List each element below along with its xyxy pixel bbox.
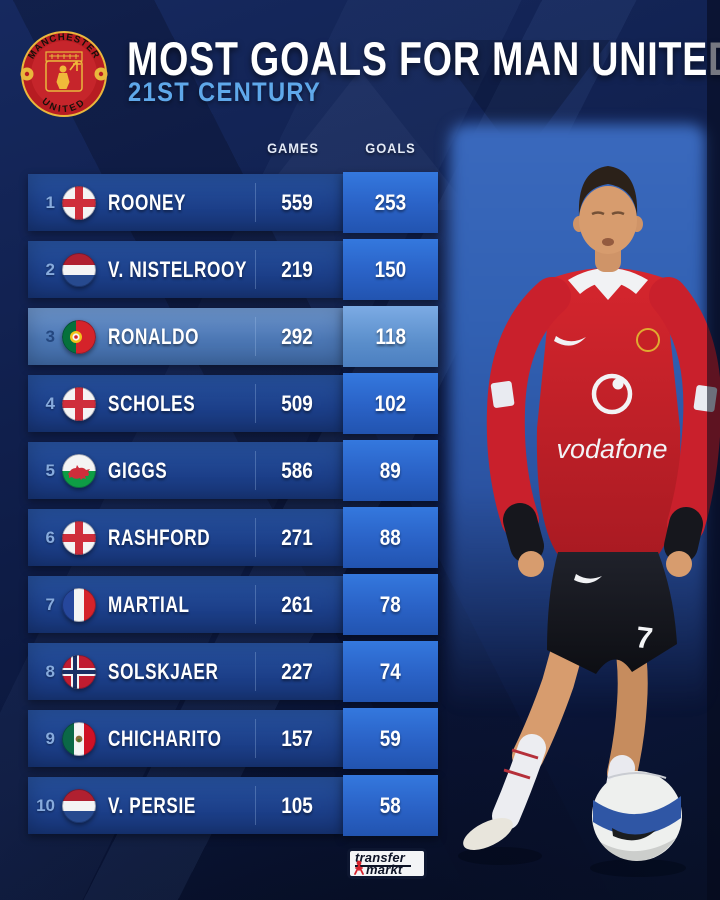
norway-flag-icon bbox=[62, 654, 96, 689]
football-icon bbox=[592, 771, 682, 861]
rank-label: 1 bbox=[45, 192, 55, 212]
england-flag-icon bbox=[62, 520, 96, 555]
rank-label: 4 bbox=[45, 393, 55, 413]
column-header-games: GAMES bbox=[267, 140, 319, 156]
page-title: MOST GOALS FOR MAN UNITED bbox=[127, 32, 720, 85]
games-value: 271 bbox=[281, 524, 313, 550]
column-divider bbox=[255, 585, 256, 624]
goals-cell: 102 bbox=[343, 373, 438, 434]
goals-cell: 150 bbox=[343, 239, 438, 300]
mexico-flag-icon bbox=[62, 721, 96, 756]
netherlands-flag-icon bbox=[62, 788, 96, 823]
shirt-number-text: 7 bbox=[634, 621, 655, 656]
goals-value: 74 bbox=[379, 658, 402, 684]
column-divider bbox=[255, 786, 256, 825]
player-name: RASHFORD bbox=[108, 524, 211, 550]
table-row: 253 1 ROONEY 559 bbox=[28, 172, 438, 233]
table-row: 89 5 GIGGS 586 bbox=[28, 440, 438, 501]
goals-value: 253 bbox=[374, 189, 407, 215]
goals-value: 88 bbox=[379, 524, 402, 550]
games-value: 227 bbox=[281, 658, 313, 684]
player-name: SOLSKJAER bbox=[108, 658, 219, 684]
goals-cell: 58 bbox=[343, 775, 438, 836]
goals-value: 150 bbox=[374, 256, 407, 282]
column-header-goals: GOALS bbox=[365, 140, 416, 156]
rank-label: 9 bbox=[45, 728, 55, 748]
goals-cell: 253 bbox=[343, 172, 438, 233]
games-value: 105 bbox=[281, 792, 313, 818]
table-row: 74 8 SOLSKJAER 227 bbox=[28, 641, 438, 702]
england-flag-icon bbox=[62, 185, 96, 220]
games-value: 219 bbox=[281, 256, 313, 282]
player-photo-illustration: vodafone 7 bbox=[440, 124, 720, 900]
netherlands-flag-icon bbox=[62, 252, 96, 287]
player-name: CHICHARITO bbox=[108, 725, 222, 751]
player-name: SCHOLES bbox=[108, 390, 196, 416]
rank-label: 2 bbox=[45, 259, 55, 279]
table-row: 78 7 MARTIAL 261 bbox=[28, 574, 438, 635]
ranking-rows: 253 1 ROONEY 559 150 2 V. NISTELROOY 219… bbox=[28, 172, 438, 842]
table-row: 150 2 V. NISTELROOY 219 bbox=[28, 239, 438, 300]
goals-value: 59 bbox=[379, 725, 402, 751]
france-flag-icon bbox=[62, 587, 96, 622]
table-row: 59 9 CHICHARITO 157 bbox=[28, 708, 438, 769]
right-edge-shade bbox=[707, 0, 720, 900]
games-value: 559 bbox=[281, 189, 313, 215]
table-row: 88 6 RASHFORD 271 bbox=[28, 507, 438, 568]
goals-value: 118 bbox=[375, 323, 406, 349]
rank-label: 7 bbox=[45, 594, 55, 614]
goals-cell: 118 bbox=[343, 306, 438, 367]
column-divider bbox=[255, 719, 256, 758]
player-name: GIGGS bbox=[108, 457, 168, 483]
wales-flag-icon bbox=[62, 453, 96, 488]
games-value: 261 bbox=[281, 591, 313, 617]
column-divider bbox=[255, 183, 256, 222]
column-divider bbox=[255, 652, 256, 691]
games-value: 509 bbox=[281, 390, 313, 416]
brand-text-line1: transfer bbox=[355, 851, 412, 867]
rank-label: 3 bbox=[45, 326, 55, 346]
column-divider bbox=[255, 317, 256, 356]
goals-cell: 59 bbox=[343, 708, 438, 769]
goals-cell: 78 bbox=[343, 574, 438, 635]
england-flag-icon bbox=[62, 386, 96, 421]
column-divider bbox=[255, 250, 256, 289]
manchester-united-crest-icon: MANCHESTER UNITED bbox=[20, 31, 108, 117]
transfermarkt-logo: transfer markt bbox=[347, 848, 427, 879]
page-subtitle: 21ST CENTURY bbox=[128, 77, 322, 107]
rank-label: 10 bbox=[36, 795, 55, 815]
goals-cell: 88 bbox=[343, 507, 438, 568]
table-row: 118 3 RONALDO 292 bbox=[28, 306, 438, 367]
shirt-sponsor-text: vodafone bbox=[556, 434, 667, 464]
games-value: 586 bbox=[281, 457, 313, 483]
goals-value: 78 bbox=[379, 591, 402, 617]
goals-value: 58 bbox=[379, 792, 402, 818]
rank-label: 5 bbox=[45, 460, 55, 480]
table-row: 58 10 V. PERSIE 105 bbox=[28, 775, 438, 836]
brand-player-figure-icon bbox=[353, 860, 365, 876]
column-divider bbox=[255, 518, 256, 557]
player-name: V. NISTELROOY bbox=[108, 256, 248, 282]
player-name: MARTIAL bbox=[108, 591, 190, 617]
brand-text-line2: markt bbox=[366, 862, 403, 877]
player-figure: vodafone 7 bbox=[458, 166, 720, 877]
games-value: 292 bbox=[281, 323, 313, 349]
player-name: ROONEY bbox=[108, 189, 187, 215]
rank-label: 8 bbox=[45, 661, 55, 681]
column-divider bbox=[255, 451, 256, 490]
column-divider bbox=[255, 384, 256, 423]
goals-value: 102 bbox=[374, 390, 407, 416]
player-name: RONALDO bbox=[108, 323, 200, 349]
goals-cell: 89 bbox=[343, 440, 438, 501]
portugal-flag-icon bbox=[62, 319, 96, 354]
player-name: V. PERSIE bbox=[108, 792, 196, 818]
goals-cell: 74 bbox=[343, 641, 438, 702]
games-value: 157 bbox=[281, 725, 313, 751]
goals-value: 89 bbox=[379, 457, 402, 483]
rank-label: 6 bbox=[45, 527, 55, 547]
table-row: 102 4 SCHOLES 509 bbox=[28, 373, 438, 434]
